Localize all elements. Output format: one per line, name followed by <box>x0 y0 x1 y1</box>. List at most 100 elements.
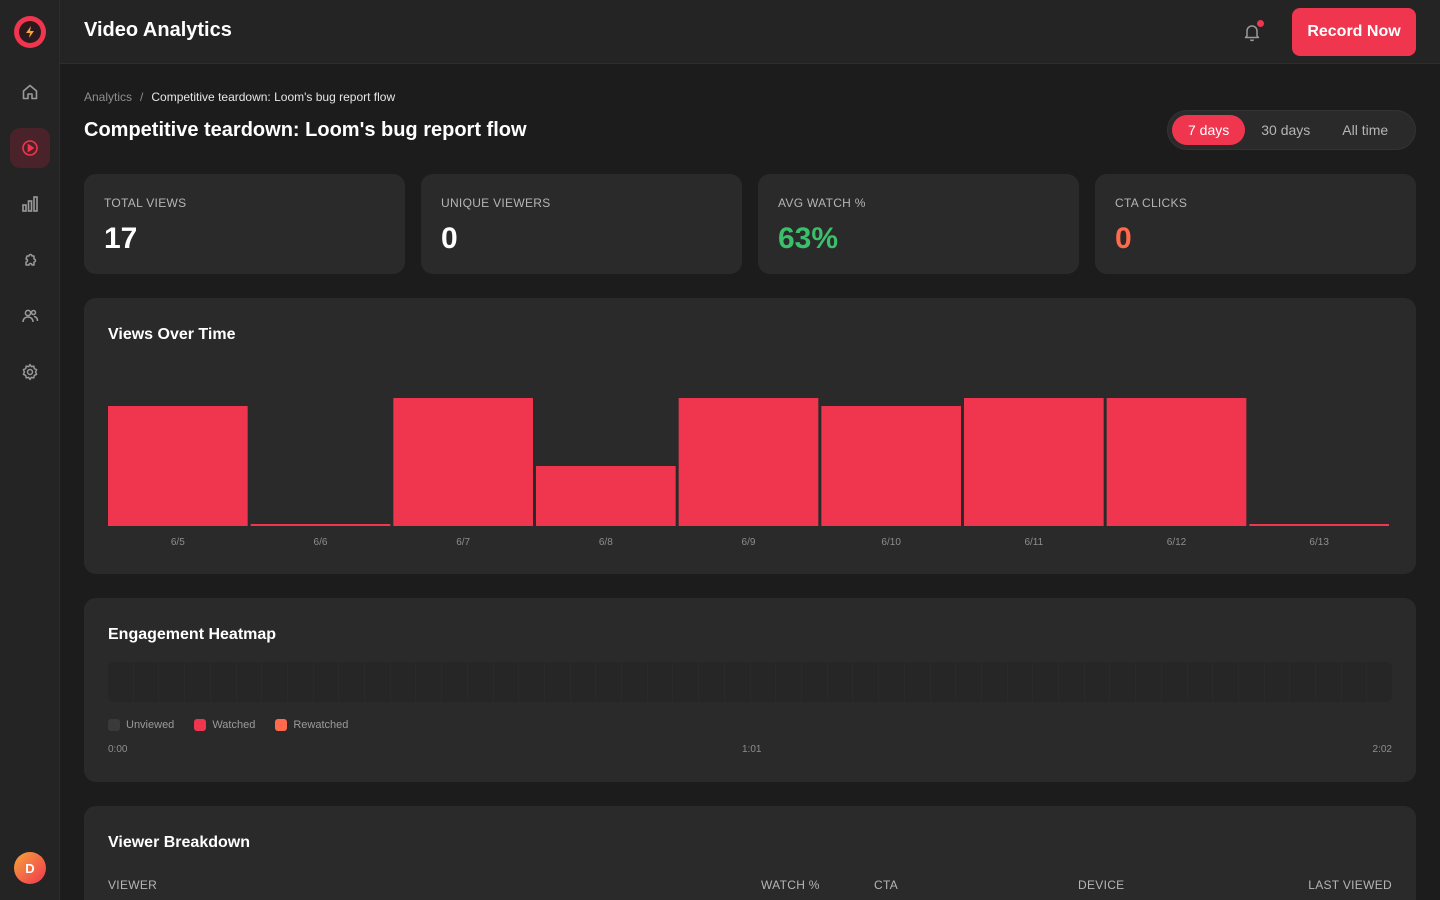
sidebar: D <box>0 0 60 900</box>
heatmap-cell <box>750 662 777 702</box>
column-header-watch[interactable]: WATCH % <box>761 878 820 892</box>
chart-bar-6-11[interactable] <box>964 398 1104 526</box>
heatmap-cell <box>622 662 648 702</box>
sidebar-item-videos[interactable] <box>10 128 50 168</box>
breadcrumb-current: Competitive teardown: Loom's bug report … <box>151 90 396 104</box>
notification-dot <box>1257 20 1264 27</box>
breadcrumb-parent[interactable]: Analytics <box>84 90 133 104</box>
heatmap-cell <box>108 662 134 702</box>
stat-value: 0 <box>1115 222 1132 255</box>
heatmap-cell <box>724 662 751 702</box>
heatmap-cell <box>467 662 494 702</box>
chart-bar-6-8[interactable] <box>536 466 676 526</box>
breadcrumb: Analytics / Competitive teardown: Loom's… <box>84 90 395 104</box>
chart-bar-6-10[interactable] <box>821 406 961 526</box>
avatar[interactable]: D <box>14 852 46 884</box>
time-label-mid: 1:01 <box>742 744 762 755</box>
breadcrumb-separator: / <box>140 90 144 104</box>
column-header-device[interactable]: DEVICE <box>1078 878 1125 892</box>
engagement-heatmap-panel: Engagement Heatmap Unviewed Watched Rewa… <box>84 598 1416 782</box>
heatmap-cell <box>1161 662 1188 702</box>
heatmap-cell <box>365 662 391 702</box>
x-tick-label: 6/7 <box>456 537 470 548</box>
heatmap-cell <box>1341 662 1368 702</box>
heatmap-cell <box>1238 662 1265 702</box>
column-header-last-viewed[interactable]: LAST VIEWED <box>1308 878 1392 892</box>
heatmap-legend: Unviewed Watched Rewatched <box>108 719 348 731</box>
sidebar-item-team[interactable] <box>10 296 50 336</box>
x-tick-label: 6/12 <box>1167 537 1187 548</box>
chart-bar-6-12[interactable] <box>1106 398 1247 526</box>
heatmap-cell <box>262 662 288 702</box>
chart-bar-6-9[interactable] <box>678 398 819 526</box>
heatmap-cell <box>519 662 545 702</box>
heatmap-cell <box>776 662 802 702</box>
play-circle-icon <box>22 140 38 156</box>
legend-item-unviewed: Unviewed <box>108 719 174 731</box>
heatmap-cell <box>1316 662 1342 702</box>
bell-icon[interactable] <box>1242 22 1262 42</box>
heatmap-cell <box>390 662 417 702</box>
heatmap-cell <box>493 662 520 702</box>
heatmap-cell <box>1007 662 1034 702</box>
logo-icon[interactable] <box>14 16 46 48</box>
record-now-button[interactable]: Record Now <box>1292 8 1416 56</box>
heatmap-cell <box>596 662 623 702</box>
x-tick-label: 6/8 <box>599 537 613 548</box>
heatmap-cell <box>416 662 443 702</box>
heatmap-cell <box>699 662 725 702</box>
legend-label: Rewatched <box>293 719 349 731</box>
heatmap-cell <box>339 662 366 702</box>
date-range-tabs: 7 days 30 days All time <box>1167 110 1416 150</box>
heatmap-cell <box>930 662 957 702</box>
sidebar-item-analytics[interactable] <box>10 184 50 224</box>
sidebar-item-home[interactable] <box>10 72 50 112</box>
heatmap-cell <box>1213 662 1239 702</box>
heatmap-cell <box>853 662 880 702</box>
sidebar-item-integrations[interactable] <box>10 240 50 280</box>
chart-bar-6-5[interactable] <box>108 406 248 526</box>
tab-30-days[interactable]: 30 days <box>1261 122 1311 138</box>
heatmap-cell <box>236 662 263 702</box>
panel-title: Engagement Heatmap <box>108 626 277 643</box>
heatmap-cell <box>1290 662 1317 702</box>
stat-card-avg-watch: AVG WATCH % 63% <box>758 174 1079 274</box>
panel-title: Viewer Breakdown <box>108 834 250 851</box>
heatmap-cell <box>904 662 931 702</box>
tab-7-days[interactable]: 7 days <box>1172 115 1246 145</box>
column-header-cta[interactable]: CTA <box>874 878 899 892</box>
views-chart: 6/5 6/6 6/7 6/8 6/9 6/10 6/11 6/12 6/13 <box>108 398 1389 548</box>
chart-bar-6-13[interactable] <box>1249 524 1389 526</box>
heatmap-cell <box>287 662 314 702</box>
heatmap-cell <box>801 662 828 702</box>
sidebar-item-settings[interactable] <box>10 352 50 392</box>
column-header-viewer[interactable]: VIEWER <box>108 878 158 892</box>
heatmap-cell <box>673 662 700 702</box>
x-tick-label: 6/9 <box>742 537 756 548</box>
tab-all-time[interactable]: All time <box>1342 122 1389 138</box>
stat-label: UNIQUE VIEWERS <box>441 196 551 210</box>
time-label-start: 0:00 <box>108 744 128 755</box>
users-icon <box>22 309 39 323</box>
app-title: Video Analytics <box>84 19 232 41</box>
bar-chart-icon <box>22 196 38 212</box>
gear-icon <box>22 363 38 381</box>
x-tick-label: 6/5 <box>171 537 185 548</box>
stat-card-cta-clicks: CTA CLICKS 0 <box>1095 174 1416 274</box>
x-tick-label: 6/10 <box>881 537 901 548</box>
chart-bar-6-7[interactable] <box>393 398 533 526</box>
stat-label: TOTAL VIEWS <box>104 196 187 210</box>
heatmap-cell <box>133 662 160 702</box>
x-tick-label: 6/13 <box>1309 537 1329 548</box>
heatmap-cell <box>879 662 905 702</box>
heatmap-cell <box>1187 662 1214 702</box>
heatmap-strip[interactable] <box>108 662 1392 702</box>
heatmap-cell <box>1084 662 1111 702</box>
heatmap-cell <box>1059 662 1085 702</box>
stat-card-total-views: TOTAL VIEWS 17 <box>84 174 405 274</box>
heatmap-cell <box>1264 662 1291 702</box>
home-icon <box>22 84 38 100</box>
heatmap-cell <box>570 662 597 702</box>
integrations-icon <box>25 253 37 266</box>
chart-bar-6-6[interactable] <box>250 524 391 526</box>
